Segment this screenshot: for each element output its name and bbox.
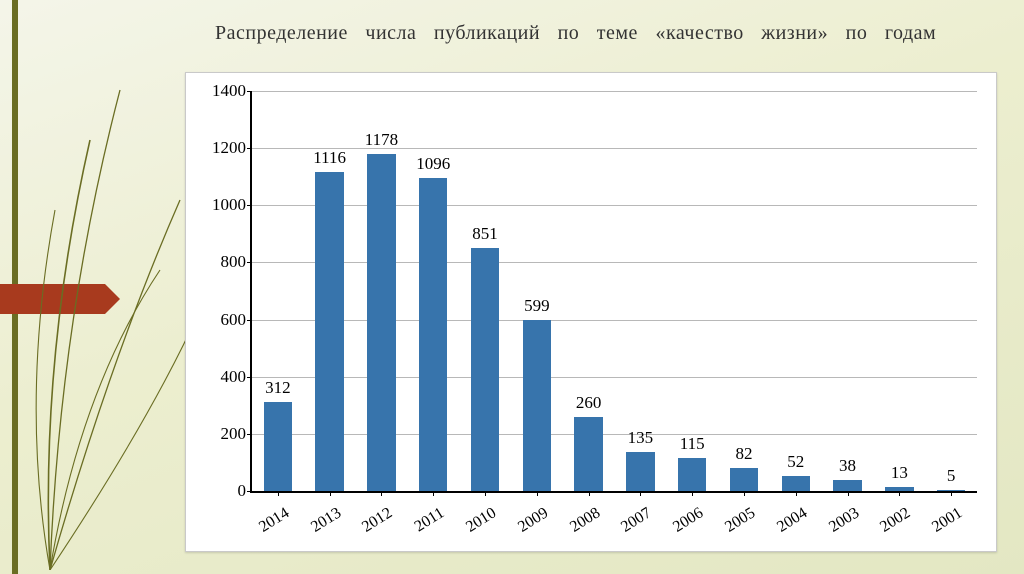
x-tick-label: 2004 — [774, 504, 811, 536]
bar-value-label: 1096 — [403, 154, 463, 174]
x-tick-label: 2002 — [877, 504, 914, 536]
bar — [574, 417, 602, 491]
y-tick-label: 1200 — [198, 138, 246, 158]
x-tick-label: 2014 — [256, 504, 293, 536]
grid-line — [252, 377, 977, 378]
x-tick-mark — [485, 491, 486, 496]
y-tick-label: 1000 — [198, 195, 246, 215]
bar — [471, 248, 499, 491]
x-tick-label: 2006 — [670, 504, 707, 536]
accent-ribbon — [0, 284, 105, 314]
y-tick-mark — [247, 148, 252, 149]
bar — [367, 154, 395, 491]
bar-value-label: 599 — [507, 296, 567, 316]
bar-value-label: 5 — [921, 466, 981, 486]
bar — [315, 172, 343, 491]
x-tick-mark — [640, 491, 641, 496]
y-tick-label: 800 — [198, 252, 246, 272]
y-tick-mark — [247, 320, 252, 321]
x-tick-label: 2005 — [722, 504, 759, 536]
x-tick-mark — [951, 491, 952, 496]
grid-line — [252, 205, 977, 206]
y-tick-mark — [247, 91, 252, 92]
x-tick-label: 2011 — [412, 504, 448, 536]
y-tick-mark — [247, 205, 252, 206]
y-tick-mark — [247, 491, 252, 492]
x-tick-label: 2001 — [929, 504, 966, 536]
x-tick-label: 2007 — [618, 504, 655, 536]
x-tick-label: 2009 — [515, 504, 552, 536]
x-tick-mark — [796, 491, 797, 496]
bar — [782, 476, 810, 491]
plot-area: 312111611781096851599260135115825238135 — [250, 91, 977, 493]
grid-line — [252, 91, 977, 92]
bar-value-label: 260 — [559, 393, 619, 413]
x-tick-mark — [433, 491, 434, 496]
x-tick-mark — [330, 491, 331, 496]
x-tick-label: 2013 — [308, 504, 345, 536]
bar-value-label: 1178 — [351, 130, 411, 150]
x-tick-label: 2003 — [826, 504, 863, 536]
grid-line — [252, 320, 977, 321]
grid-line — [252, 262, 977, 263]
y-tick-label: 200 — [198, 424, 246, 444]
y-tick-mark — [247, 434, 252, 435]
bar — [730, 468, 758, 491]
x-tick-mark — [537, 491, 538, 496]
bar — [523, 320, 551, 491]
bar — [833, 480, 861, 491]
x-tick-mark — [278, 491, 279, 496]
bar-value-label: 1116 — [300, 148, 360, 168]
x-tick-label: 2010 — [463, 504, 500, 536]
x-tick-mark — [899, 491, 900, 496]
y-tick-label: 600 — [198, 310, 246, 330]
chart-container: 312111611781096851599260135115825238135 … — [185, 72, 997, 552]
x-tick-mark — [589, 491, 590, 496]
x-tick-mark — [848, 491, 849, 496]
x-tick-mark — [381, 491, 382, 496]
y-tick-mark — [247, 262, 252, 263]
x-tick-label: 2008 — [567, 504, 604, 536]
bar — [419, 178, 447, 491]
bar-value-label: 312 — [248, 378, 308, 398]
x-tick-label: 2012 — [360, 504, 397, 536]
y-tick-label: 400 — [198, 367, 246, 387]
y-tick-label: 0 — [198, 481, 246, 501]
bar — [626, 452, 654, 491]
y-tick-label: 1400 — [198, 81, 246, 101]
bar — [264, 402, 292, 491]
bar-value-label: 851 — [455, 224, 515, 244]
x-tick-mark — [744, 491, 745, 496]
slide: Распределение числа публикаций по теме «… — [0, 0, 1024, 574]
bar — [678, 458, 706, 491]
chart-title: Распределение числа публикаций по теме «… — [215, 22, 995, 45]
x-tick-mark — [692, 491, 693, 496]
grass-decoration — [0, 60, 210, 570]
